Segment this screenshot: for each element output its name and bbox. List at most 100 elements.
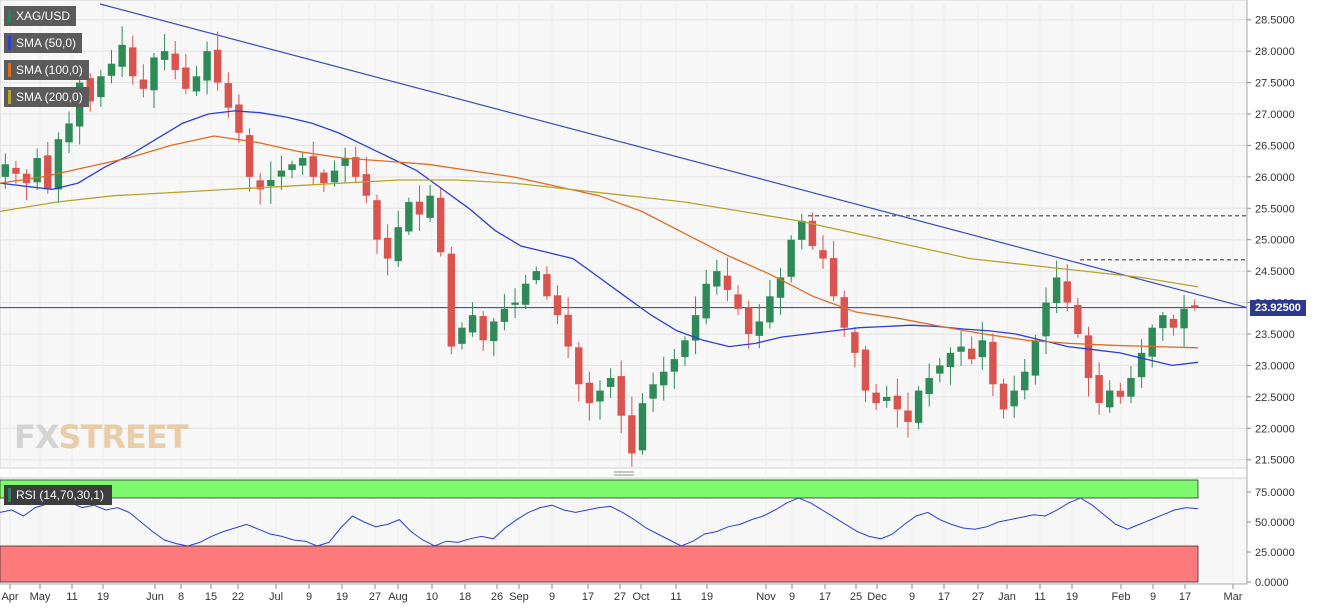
candle-body [192,76,201,92]
x-tick-label: Sep [509,591,529,603]
candle-body [957,346,965,352]
x-tick-label: 9 [789,591,795,603]
candle-body [1,164,10,177]
candle-body [978,340,987,358]
x-tick-label: 18 [459,591,471,603]
candle-body [171,53,179,70]
candle-body [373,200,381,240]
candle-body [341,158,349,166]
candle-body [808,220,817,246]
x-tick-label: 25 [850,591,862,603]
candle-body [54,139,63,190]
candle-body [829,258,838,297]
candle-body [660,371,668,386]
candle-body [787,239,795,277]
legend-sma200[interactable]: SMA (200,0) [4,87,89,107]
candle-body [160,51,169,60]
legend-sma100[interactable]: SMA (100,0) [4,60,89,80]
candle-body [352,157,360,177]
candle-body [182,67,190,89]
candle-body [150,57,158,91]
candle-body [702,283,710,319]
candle-body [1190,305,1199,308]
candle-body [628,415,636,454]
candle-body [755,321,764,336]
candle-body [946,352,955,368]
candle-body [490,321,498,342]
candle-body [1137,352,1146,378]
candle-body [426,195,434,218]
rsi-y-tick-label: 75.0000 [1255,487,1295,499]
descending-trendline [99,3,1248,309]
candle-body [33,158,41,183]
candle-body [405,202,413,232]
sma50-label: SMA (50,0) [16,36,77,50]
candle-body [638,403,647,451]
candle-body [713,271,721,287]
x-tick-label: 15 [205,591,217,603]
candle-body [999,383,1008,410]
y-tick-label: 23.5000 [1255,329,1295,341]
candle-body [893,395,902,410]
candle-body [521,283,530,305]
candle-body [107,63,116,76]
candle-body [479,316,487,341]
candle-body [585,382,594,404]
candle-body [575,347,583,385]
x-tick-label: 9 [306,591,312,603]
y-tick-label: 22.0000 [1255,423,1295,435]
candle-body [617,376,625,416]
candle-body [436,197,445,253]
candle-body [670,359,679,372]
candle-body [1031,340,1040,376]
candle-body [267,180,275,187]
rsi-y-tick-label: 50.0000 [1255,517,1295,529]
candle-body [649,384,657,399]
candle-body [309,156,317,177]
x-tick-label: Feb [1112,591,1131,603]
fxstreet-watermark: FXSTREET [14,418,189,456]
candle-body [840,297,848,328]
panel-resize-handle[interactable] [614,471,634,476]
candle-body [691,315,700,341]
candle-body [447,253,456,347]
legend-sma50[interactable]: SMA (50,0) [4,33,83,53]
candle-body [883,396,891,401]
candle-body [22,173,31,184]
candle-body [744,307,753,334]
candle-body [734,294,742,309]
candle-body [1095,375,1103,404]
candle-body [553,295,562,316]
x-tick-label: 17 [582,591,594,603]
x-tick-label: 26 [491,591,503,603]
candle-body [1021,371,1029,391]
rsi-swatch [8,488,11,502]
x-tick-label: 27 [972,591,984,603]
x-tick-label: Jan [998,591,1016,603]
candle-body [97,76,105,98]
sma100-swatch [8,63,11,77]
y-tick-label: 27.0000 [1255,109,1295,121]
candle-body [914,390,923,423]
sma100-label: SMA (100,0) [16,63,83,77]
legend-symbol[interactable]: XAG/USD [4,6,77,26]
candle-body [1084,335,1093,378]
candle-body [1074,304,1082,334]
x-tick-label: 11 [670,591,681,603]
y-tick-label: 28.5000 [1255,15,1295,27]
candle-body [967,348,976,360]
candle-body [1052,277,1061,304]
candle-body [1148,327,1156,357]
x-tick-label: 9 [549,591,555,603]
candle-body [543,274,551,297]
x-tick-label: Apr [1,591,18,603]
candle-body [723,275,732,290]
legend-rsi[interactable]: RSI (14,70,30,1) [4,485,113,505]
candle-body [362,174,371,196]
x-tick-label: 19 [336,591,348,603]
candle-body [320,172,328,184]
sma100-line [0,135,1199,349]
y-tick-label: 25.0000 [1255,235,1295,247]
